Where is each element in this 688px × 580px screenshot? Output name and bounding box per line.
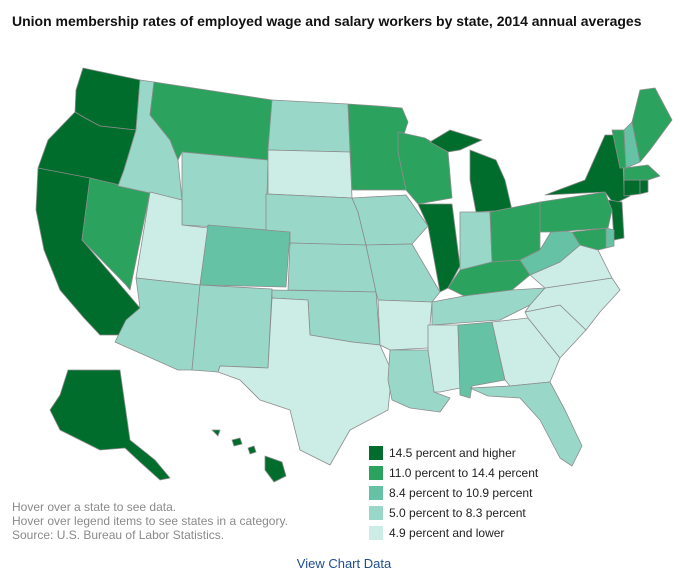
- legend-label-5: 4.9 percent and lower: [389, 526, 505, 540]
- state-wi[interactable]: [397, 131, 453, 205]
- hover-state-note: Hover over a state to see data.: [12, 500, 177, 514]
- state-ms[interactable]: [427, 324, 461, 393]
- legend-item-3[interactable]: 8.4 percent to 10.9 percent: [369, 483, 538, 503]
- state-nj[interactable]: [607, 199, 625, 241]
- hover-legend-note: Hover over legend items to see states in…: [12, 514, 288, 528]
- state-de[interactable]: [605, 227, 615, 249]
- legend-swatch-1: [369, 446, 383, 460]
- state-in[interactable]: [459, 211, 493, 271]
- legend-label-4: 5.0 percent to 8.3 percent: [389, 506, 526, 520]
- legend: 14.5 percent and higher 11.0 percent to …: [369, 443, 538, 543]
- state-pa[interactable]: [539, 191, 613, 233]
- legend-item-2[interactable]: 11.0 percent to 14.4 percent: [369, 463, 538, 483]
- state-nd[interactable]: [267, 99, 351, 153]
- state-ks[interactable]: [287, 242, 377, 293]
- state-fl[interactable]: [469, 381, 583, 467]
- legend-label-2: 11.0 percent to 14.4 percent: [389, 466, 539, 480]
- legend-swatch-5: [369, 526, 383, 540]
- state-nm[interactable]: [191, 284, 273, 373]
- state-md[interactable]: [571, 227, 609, 251]
- legend-swatch-2: [369, 466, 383, 480]
- state-sd[interactable]: [267, 149, 353, 199]
- state-ma[interactable]: [623, 164, 661, 181]
- state-ak[interactable]: [49, 369, 171, 481]
- state-co[interactable]: [199, 224, 291, 288]
- source-note: Source: U.S. Bureau of Labor Statistics.: [12, 528, 225, 542]
- state-ar[interactable]: [377, 299, 433, 351]
- state-ct[interactable]: [623, 179, 641, 197]
- legend-item-4[interactable]: 5.0 percent to 8.3 percent: [369, 503, 538, 523]
- state-me[interactable]: [631, 87, 673, 163]
- state-tx[interactable]: [217, 297, 393, 466]
- legend-swatch-3: [369, 486, 383, 500]
- state-mo[interactable]: [365, 243, 441, 303]
- legend-label-1: 14.5 percent and higher: [389, 446, 516, 460]
- state-wy[interactable]: [181, 151, 269, 231]
- state-oh[interactable]: [489, 201, 541, 263]
- legend-item-5[interactable]: 4.9 percent and lower: [369, 523, 538, 543]
- view-chart-data-link[interactable]: View Chart Data: [296, 556, 392, 571]
- chart-notes: Hover over a state to see data. Hover ov…: [12, 500, 288, 542]
- chart-title: Union membership rates of employed wage …: [12, 13, 642, 29]
- legend-swatch-4: [369, 506, 383, 520]
- state-ri[interactable]: [639, 179, 649, 195]
- state-hi[interactable]: [211, 429, 287, 483]
- legend-item-1[interactable]: 14.5 percent and higher: [369, 443, 538, 463]
- state-az[interactable]: [114, 277, 201, 371]
- legend-label-3: 8.4 percent to 10.9 percent: [389, 486, 533, 500]
